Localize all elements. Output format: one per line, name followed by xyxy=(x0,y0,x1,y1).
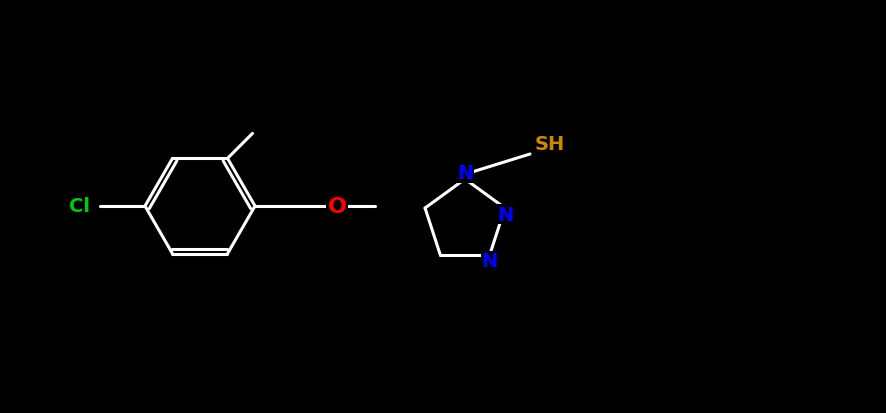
Text: N: N xyxy=(456,164,472,183)
Text: N: N xyxy=(481,252,497,271)
Text: SH: SH xyxy=(534,135,564,154)
Text: Cl: Cl xyxy=(69,197,90,216)
Text: O: O xyxy=(327,197,346,216)
Text: N: N xyxy=(496,205,512,224)
